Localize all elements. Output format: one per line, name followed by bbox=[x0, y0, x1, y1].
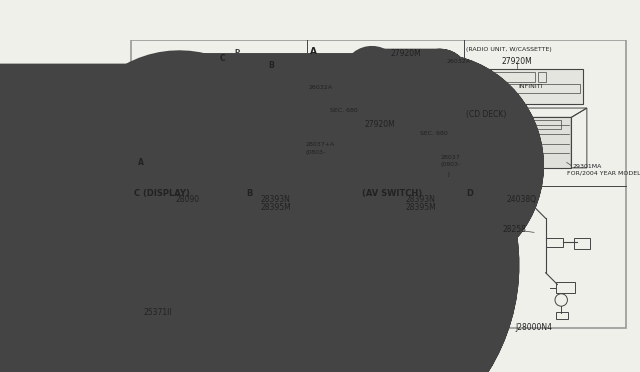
Bar bbox=[271, 280, 284, 290]
Text: 28393N: 28393N bbox=[260, 195, 291, 204]
Bar bbox=[236, 157, 241, 161]
Bar bbox=[362, 285, 379, 297]
Bar bbox=[217, 138, 239, 155]
Text: 28393N: 28393N bbox=[406, 195, 436, 204]
Text: 28090: 28090 bbox=[175, 195, 199, 204]
Bar bbox=[394, 218, 425, 232]
Text: A: A bbox=[310, 48, 317, 57]
Bar bbox=[289, 243, 301, 256]
Text: 24038Q: 24038Q bbox=[507, 195, 537, 204]
Text: 27920M: 27920M bbox=[390, 49, 421, 58]
Bar bbox=[340, 269, 357, 281]
Text: 29301MA: 29301MA bbox=[573, 164, 602, 169]
Bar bbox=[321, 269, 332, 297]
Bar bbox=[154, 298, 164, 305]
Bar bbox=[478, 118, 572, 168]
Bar bbox=[230, 157, 235, 161]
Bar bbox=[289, 260, 301, 273]
Bar bbox=[271, 226, 284, 238]
Text: (0803-: (0803- bbox=[305, 150, 326, 155]
Bar bbox=[340, 285, 357, 297]
Bar bbox=[141, 212, 202, 280]
Text: (AV SWITCH): (AV SWITCH) bbox=[362, 189, 422, 198]
Text: SEC. 680: SEC. 680 bbox=[420, 131, 447, 137]
Text: 27920M: 27920M bbox=[365, 121, 396, 129]
Text: 26032A: 26032A bbox=[446, 59, 470, 64]
Text: 28258: 28258 bbox=[503, 225, 527, 234]
Text: FOR/2004 YEAR MODEL: FOR/2004 YEAR MODEL bbox=[568, 170, 640, 175]
Bar bbox=[271, 243, 284, 256]
Text: B: B bbox=[246, 189, 253, 198]
Text: C: C bbox=[220, 54, 225, 62]
Bar bbox=[481, 72, 489, 81]
Text: 25371II: 25371II bbox=[144, 308, 173, 317]
Text: (CD DECK): (CD DECK) bbox=[467, 110, 507, 119]
Bar bbox=[144, 217, 196, 273]
Bar bbox=[336, 209, 452, 260]
Bar bbox=[575, 238, 590, 249]
Bar bbox=[538, 72, 546, 81]
Bar bbox=[341, 215, 419, 252]
Text: C (DISPLAY): C (DISPLAY) bbox=[134, 189, 189, 198]
Bar bbox=[271, 260, 284, 273]
Bar bbox=[405, 269, 422, 281]
Text: 27920M: 27920M bbox=[502, 57, 532, 66]
Text: 26032A: 26032A bbox=[308, 85, 333, 90]
Bar bbox=[472, 209, 486, 220]
Bar bbox=[478, 69, 583, 104]
Text: 28395M: 28395M bbox=[260, 203, 291, 212]
Text: (0803-: (0803- bbox=[441, 163, 461, 167]
Bar bbox=[546, 238, 563, 247]
Bar bbox=[383, 285, 401, 297]
Bar bbox=[341, 300, 363, 311]
Bar bbox=[338, 134, 408, 180]
Bar bbox=[336, 263, 452, 265]
Text: A: A bbox=[138, 158, 143, 167]
Bar bbox=[224, 157, 228, 161]
Text: J28000N4: J28000N4 bbox=[516, 323, 552, 332]
Bar bbox=[340, 69, 406, 114]
Bar bbox=[362, 269, 379, 281]
Bar bbox=[254, 260, 267, 273]
Text: 28037: 28037 bbox=[441, 155, 461, 160]
Bar bbox=[481, 84, 580, 93]
Bar bbox=[556, 312, 568, 320]
Text: B: B bbox=[268, 61, 274, 70]
Text: D: D bbox=[467, 189, 474, 198]
Bar bbox=[394, 300, 416, 311]
Text: 28037+A: 28037+A bbox=[305, 142, 335, 147]
Text: SEC. 680: SEC. 680 bbox=[330, 108, 358, 113]
Bar bbox=[489, 191, 504, 199]
Text: J: J bbox=[447, 172, 449, 177]
Bar bbox=[289, 280, 301, 290]
Bar bbox=[383, 269, 401, 281]
Bar bbox=[254, 280, 267, 290]
Text: 28395M: 28395M bbox=[406, 203, 436, 212]
Text: INFINITI: INFINITI bbox=[518, 84, 542, 89]
Text: D: D bbox=[235, 49, 240, 54]
Bar bbox=[492, 72, 535, 81]
Text: (RADIO UNIT, W/CASSETTE): (RADIO UNIT, W/CASSETTE) bbox=[467, 48, 552, 52]
Bar bbox=[254, 243, 267, 256]
Bar bbox=[405, 285, 422, 297]
Bar bbox=[254, 226, 267, 238]
Bar bbox=[289, 226, 301, 238]
Bar bbox=[220, 141, 236, 153]
Bar bbox=[368, 300, 390, 311]
Bar bbox=[534, 120, 561, 129]
Bar bbox=[556, 282, 575, 293]
Bar bbox=[218, 157, 223, 161]
